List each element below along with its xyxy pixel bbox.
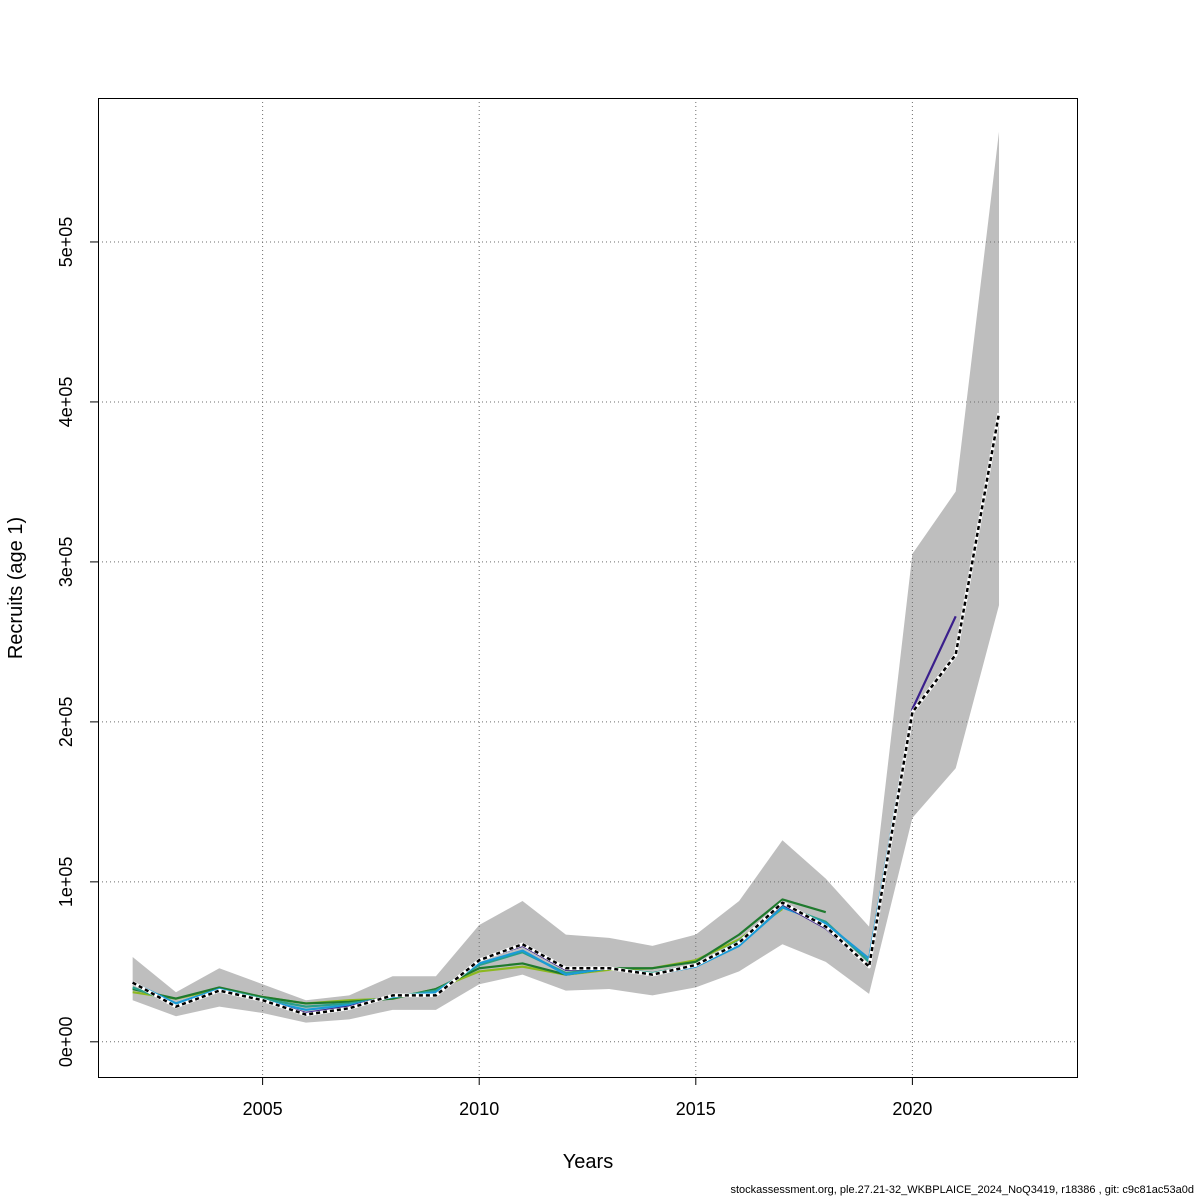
- x-axis: 2005 2010 2015 2020: [243, 1077, 932, 1119]
- x-tick-label: 2015: [676, 1099, 716, 1119]
- footer-source-text: stockassessment.org, ple.27.21-32_WKBPLA…: [730, 1184, 1194, 1196]
- y-tick-label: 5e+05: [56, 217, 76, 268]
- series-line-estimate: [132, 412, 1001, 1016]
- y-tick-label: 1e+05: [56, 857, 76, 908]
- y-tick-label: 0e+00: [56, 1017, 76, 1068]
- x-tick-label: 2010: [459, 1099, 499, 1119]
- series-layer: [131, 412, 1001, 1017]
- y-axis-title: Recruits (age 1): [5, 517, 27, 659]
- y-tick-label: 4e+05: [56, 377, 76, 428]
- plot-frame: [98, 98, 1078, 1078]
- x-tick-label: 2005: [243, 1099, 283, 1119]
- x-tick-label: 2020: [892, 1099, 932, 1119]
- y-tick-label: 2e+05: [56, 697, 76, 748]
- y-axis: 0e+00 1e+05 2e+05 3e+05 4e+05 5e+05: [56, 217, 98, 1067]
- y-tick-label: 3e+05: [56, 537, 76, 588]
- x-axis-title: Years: [563, 1151, 613, 1173]
- series-line-retro-4: [132, 898, 827, 1005]
